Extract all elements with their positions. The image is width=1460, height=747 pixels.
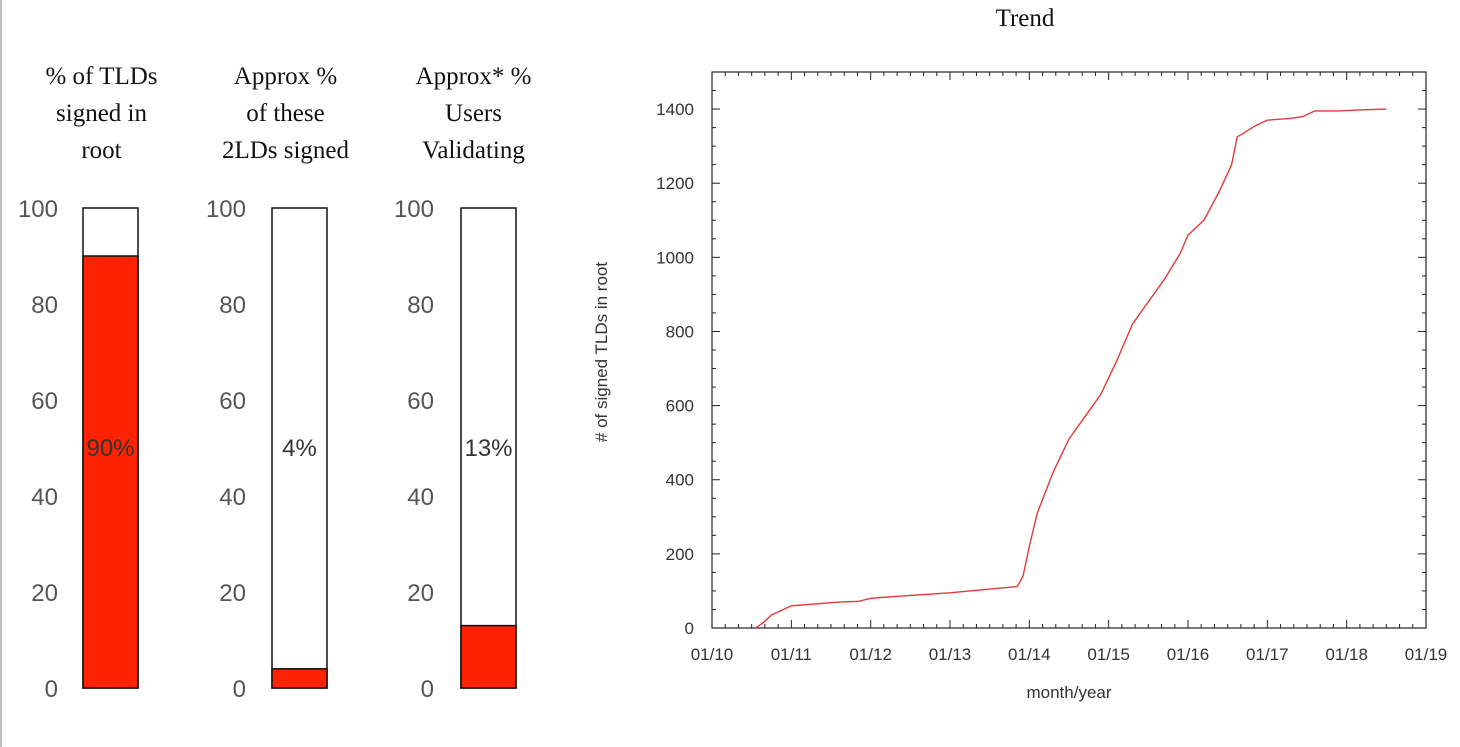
trend-ytick-label: 1400	[656, 100, 694, 119]
trend-xtick-label: 01/18	[1325, 645, 1368, 664]
trend-xtick-label: 01/14	[1008, 645, 1051, 664]
trend-xtick-label: 01/17	[1246, 645, 1289, 664]
bar3-ytick: 80	[407, 292, 434, 319]
trend-ytick-label: 600	[666, 397, 694, 416]
trend-ylabel: # of signed TLDs in root	[592, 262, 611, 442]
frame-edge	[0, 0, 2, 747]
bar1-ytick: 0	[45, 676, 58, 703]
bar1-value-label: 90%	[86, 435, 134, 462]
trend-xtick-label: 01/15	[1087, 645, 1130, 664]
trend-ytick-label: 1200	[656, 174, 694, 193]
bar3-fill	[460, 624, 517, 689]
bar1-ytick: 80	[31, 292, 58, 319]
trend-xtick-label: 01/16	[1167, 645, 1210, 664]
bar2-ytick: 100	[206, 196, 246, 223]
trend-ytick-label: 1000	[656, 248, 694, 267]
bar1-ytick: 20	[31, 580, 58, 607]
bar2-ytick: 40	[219, 484, 246, 511]
trend-ytick-label: 800	[666, 322, 694, 341]
trend-xtick-label: 01/12	[849, 645, 892, 664]
bar1-ytick: 100	[18, 196, 58, 223]
bar3-ytick: 100	[394, 196, 434, 223]
trend-xtick-label: 01/19	[1405, 645, 1448, 664]
bar2-fill	[271, 668, 328, 689]
trend-plot-frame	[711, 71, 1427, 629]
trend-xtick-label: 01/10	[691, 645, 734, 664]
bar1-fill	[82, 255, 139, 689]
bar3-ytick: 20	[407, 580, 434, 607]
bar1-ytick: 60	[31, 388, 58, 415]
trend-xtick-label: 01/13	[929, 645, 972, 664]
trend-line	[755, 108, 1387, 629]
bar1-ytick: 40	[31, 484, 58, 511]
bar3-ytick: 40	[407, 484, 434, 511]
trend-chart-title: Trend	[995, 5, 1055, 32]
bar3-value-label: 13%	[464, 435, 512, 462]
trend-ytick-label: 0	[685, 619, 694, 638]
bar2-ytick: 20	[219, 580, 246, 607]
trend-ytick-label: 400	[666, 471, 694, 490]
bar3-title: Approx* % Users Validating	[415, 63, 532, 164]
bar2-ytick: 60	[219, 388, 246, 415]
bar3-ytick: 0	[421, 676, 434, 703]
bar3-ytick: 60	[407, 388, 434, 415]
trend-xlabel: month/year	[1026, 683, 1111, 702]
bar1-title: % of TLDs signed in root	[45, 63, 158, 164]
bar2-value-label: 4%	[282, 435, 317, 462]
bar2-ytick: 0	[233, 676, 246, 703]
trend-xtick-label: 01/11	[771, 645, 812, 664]
bar2-title: Approx % of these 2LDs signed	[221, 63, 350, 164]
bar2-outline	[271, 207, 328, 689]
bar2-ytick: 80	[219, 292, 246, 319]
trend-ytick-label: 200	[666, 545, 694, 564]
